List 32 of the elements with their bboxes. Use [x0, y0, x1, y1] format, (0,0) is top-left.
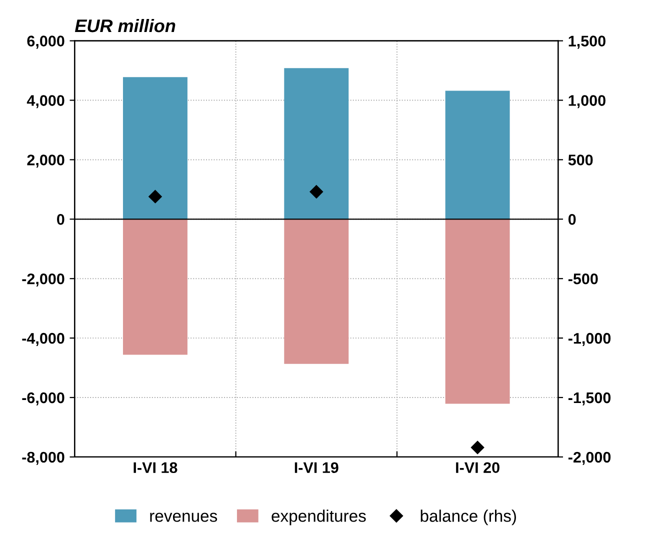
y-tick-label: 0 — [57, 214, 64, 225]
y2-tick-label: 1,500 — [568, 36, 606, 49]
point — [148, 190, 162, 204]
y-tick-label: -6,000 — [22, 392, 64, 406]
y2-tick-label: -1,000 — [568, 332, 611, 346]
y-tick-label: -2,000 — [22, 273, 64, 287]
x-tick-label: I-VI 18 — [134, 462, 178, 474]
bar — [122, 219, 188, 355]
y-tick-label: 2,000 — [27, 154, 64, 168]
bar — [122, 77, 188, 220]
y-axis-title: EUR million — [74, 18, 176, 32]
bar — [284, 68, 349, 220]
y-tick-label: 4,000 — [26, 95, 64, 108]
y2-tick-label: -2,000 — [568, 452, 611, 465]
y-tick-label: 6,000 — [27, 36, 64, 49]
bar — [445, 219, 510, 404]
x-tick-label: I-VI 20 — [456, 462, 500, 474]
legend-label: revenues — [150, 512, 218, 522]
y-tick-label: -4,000 — [22, 332, 64, 346]
legend-label: balance (rhs) — [420, 510, 516, 526]
point — [470, 440, 484, 454]
bar — [445, 90, 510, 220]
legend-label: expenditures — [272, 510, 366, 526]
y-tick-label: -8,000 — [22, 452, 64, 465]
y2-tick-label: 500 — [568, 154, 593, 166]
y2-tick-label: 0 — [568, 214, 576, 225]
y2-tick-label: -500 — [568, 273, 598, 284]
bar — [284, 219, 349, 364]
y2-tick-label: 1,000 — [568, 95, 606, 108]
x-tick-label: I-VI 19 — [294, 462, 338, 474]
point — [310, 185, 323, 198]
y2-tick-label: -1,500 — [568, 392, 611, 406]
